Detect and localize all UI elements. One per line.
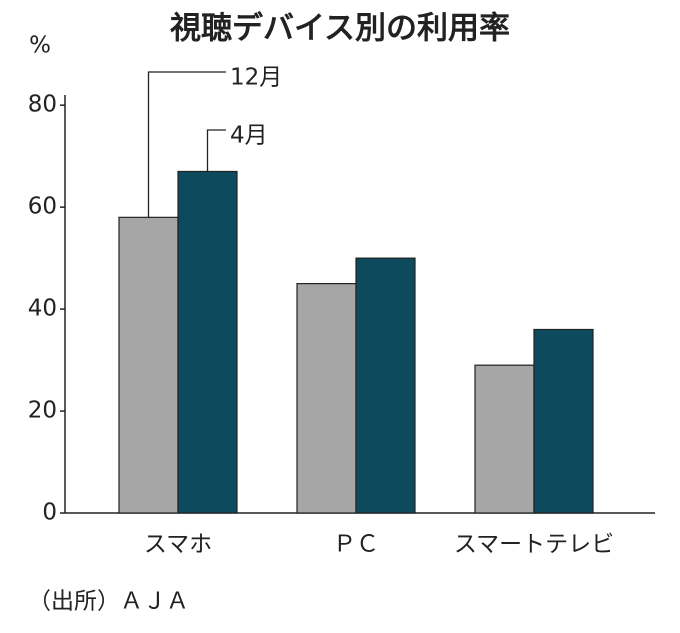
- y-tick-label: 40: [28, 296, 57, 322]
- bar: [118, 216, 179, 514]
- x-tick-label: スマートテレビ: [454, 532, 614, 558]
- x-tick-label: スマホ: [144, 532, 212, 558]
- bar: [533, 328, 594, 514]
- legend-label: 4月: [230, 123, 268, 149]
- y-tick-label: 20: [28, 398, 57, 424]
- x-tick-label: ＰＣ: [333, 532, 379, 558]
- legend-leader: [206, 129, 226, 172]
- bar: [296, 283, 357, 514]
- legend-label: 12月: [230, 65, 282, 91]
- bar: [474, 364, 535, 514]
- chart-title: 視聴デバイス別の利用率: [170, 11, 510, 47]
- bar: [177, 170, 238, 514]
- source: （出所）ＡＪＡ: [28, 589, 189, 615]
- y-tick-label: 60: [28, 194, 57, 220]
- bar: [355, 257, 416, 514]
- y-tick-label: 0: [42, 500, 57, 526]
- y-axis-label: %: [29, 33, 51, 59]
- y-tick-label: 80: [28, 92, 57, 118]
- legend-leader: [147, 71, 226, 218]
